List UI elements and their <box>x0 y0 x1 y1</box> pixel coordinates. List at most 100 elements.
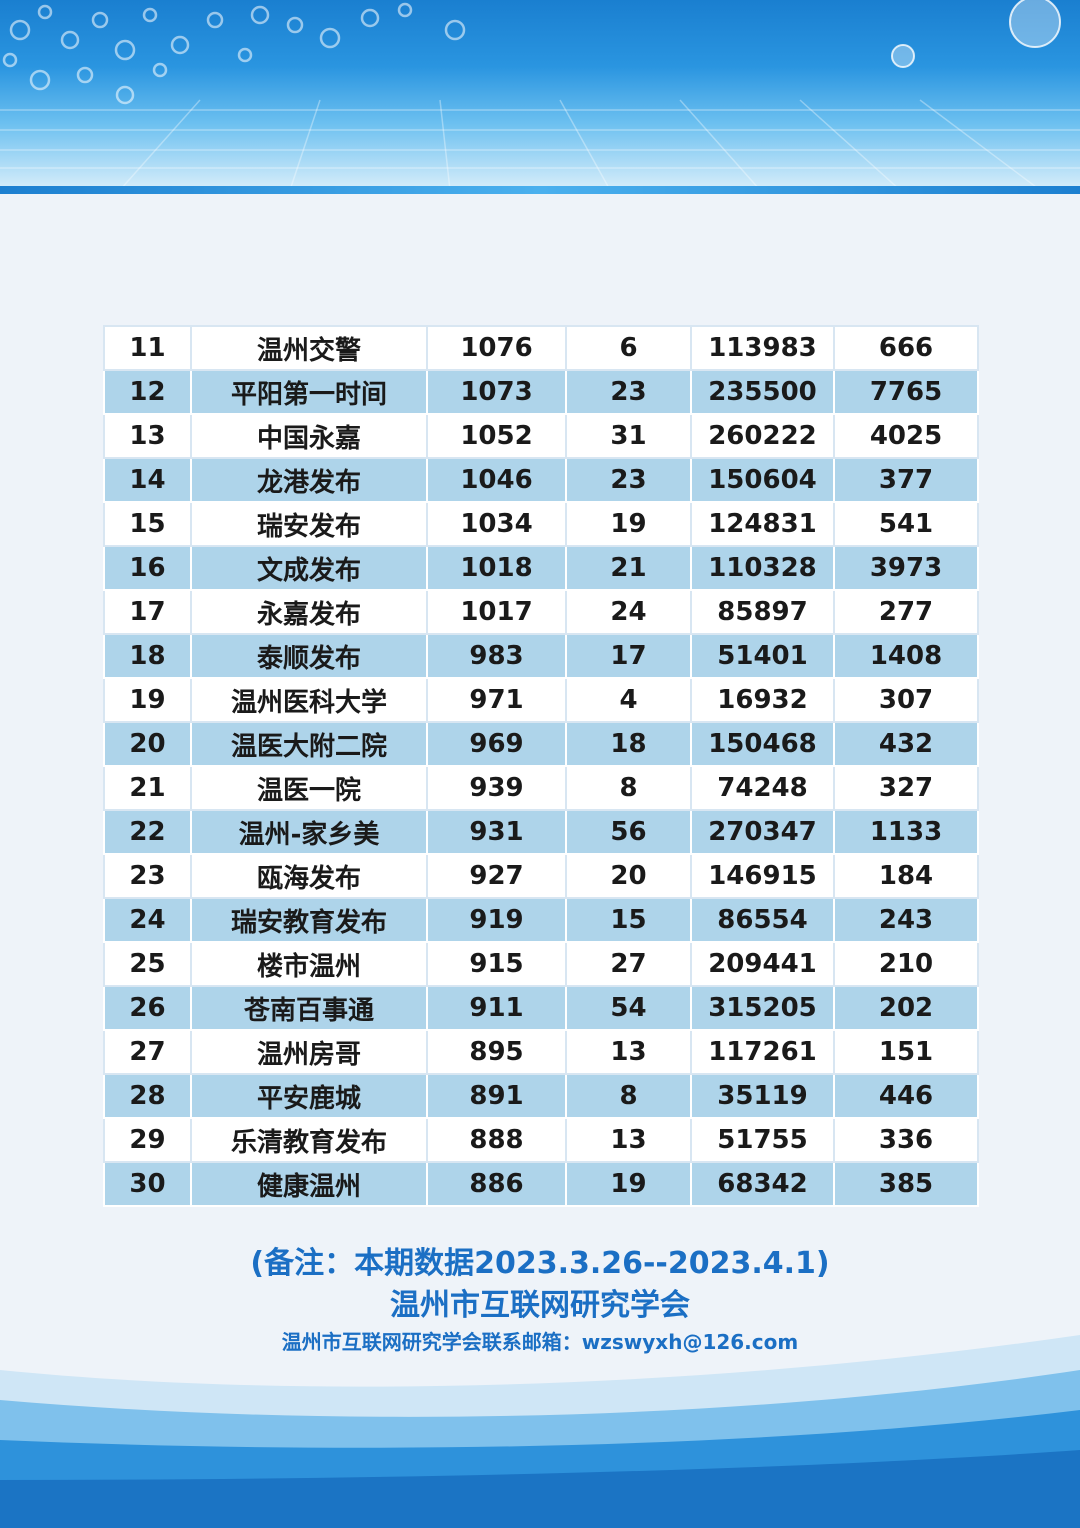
posts-cell: 15 <box>565 897 692 943</box>
likes-cell: 377 <box>833 457 979 503</box>
rank-cell: 11 <box>103 325 192 371</box>
table-row: 25 楼市温州 915 27 209441 210 <box>103 941 979 987</box>
table-row: 21 温医一院 939 8 74248 327 <box>103 765 979 811</box>
likes-cell: 666 <box>833 325 979 371</box>
table-row: 18 泰顺发布 983 17 51401 1408 <box>103 633 979 679</box>
account-name-cell: 平安鹿城 <box>190 1073 428 1119</box>
reads-cell: 113983 <box>690 325 835 371</box>
index-cell: 1052 <box>426 413 567 459</box>
likes-cell: 307 <box>833 677 979 723</box>
reads-cell: 74248 <box>690 765 835 811</box>
reads-cell: 150604 <box>690 457 835 503</box>
posts-cell: 27 <box>565 941 692 987</box>
reads-cell: 124831 <box>690 501 835 547</box>
likes-cell: 3973 <box>833 545 979 591</box>
rank-cell: 28 <box>103 1073 192 1119</box>
table-row: 19 温州医科大学 971 4 16932 307 <box>103 677 979 723</box>
posts-cell: 8 <box>565 1073 692 1119</box>
rank-cell: 26 <box>103 985 192 1031</box>
likes-cell: 385 <box>833 1161 979 1207</box>
account-name-cell: 瑞安教育发布 <box>190 897 428 943</box>
ranking-table: 11 温州交警 1076 6 113983 666 12 平阳第一时间 1073 23 235500… <box>103 325 979 1207</box>
posts-cell: 19 <box>565 1161 692 1207</box>
index-cell: 1046 <box>426 457 567 503</box>
account-name-cell: 温州医科大学 <box>190 677 428 723</box>
account-name-cell: 楼市温州 <box>190 941 428 987</box>
account-name-cell: 瓯海发布 <box>190 853 428 899</box>
index-cell: 969 <box>426 721 567 767</box>
rank-cell: 30 <box>103 1161 192 1207</box>
rank-cell: 14 <box>103 457 192 503</box>
table-row: 28 平安鹿城 891 8 35119 446 <box>103 1073 979 1119</box>
table-row: 27 温州房哥 895 13 117261 151 <box>103 1029 979 1075</box>
posts-cell: 17 <box>565 633 692 679</box>
rank-cell: 13 <box>103 413 192 459</box>
rank-cell: 22 <box>103 809 192 855</box>
table-row: 26 苍南百事通 911 54 315205 202 <box>103 985 979 1031</box>
index-cell: 911 <box>426 985 567 1031</box>
likes-cell: 7765 <box>833 369 979 415</box>
table-row: 23 瓯海发布 927 20 146915 184 <box>103 853 979 899</box>
account-name-cell: 乐清教育发布 <box>190 1117 428 1163</box>
posts-cell: 19 <box>565 501 692 547</box>
account-name-cell: 温州房哥 <box>190 1029 428 1075</box>
rank-cell: 19 <box>103 677 192 723</box>
posts-cell: 23 <box>565 369 692 415</box>
rank-cell: 21 <box>103 765 192 811</box>
contact-email: 温州市互联网研究学会联系邮箱：wzswyxh@126.com <box>281 1330 799 1354</box>
rank-cell: 27 <box>103 1029 192 1075</box>
bottom-wave-decoration <box>0 1335 1080 1528</box>
posts-cell: 31 <box>565 413 692 459</box>
index-cell: 891 <box>426 1073 567 1119</box>
index-cell: 1018 <box>426 545 567 591</box>
posts-cell: 21 <box>565 545 692 591</box>
likes-cell: 202 <box>833 985 979 1031</box>
rank-cell: 23 <box>103 853 192 899</box>
rank-cell: 15 <box>103 501 192 547</box>
index-cell: 1017 <box>426 589 567 635</box>
reads-cell: 16932 <box>690 677 835 723</box>
data-period-note: (备注：本期数据2023.3.26--2023.4.1) <box>250 1246 830 1281</box>
likes-cell: 210 <box>833 941 979 987</box>
index-cell: 1034 <box>426 501 567 547</box>
likes-cell: 327 <box>833 765 979 811</box>
index-cell: 1073 <box>426 369 567 415</box>
likes-cell: 243 <box>833 897 979 943</box>
reads-cell: 110328 <box>690 545 835 591</box>
index-cell: 888 <box>426 1117 567 1163</box>
posts-cell: 20 <box>565 853 692 899</box>
table-row: 12 平阳第一时间 1073 23 235500 7765 <box>103 369 979 415</box>
table-row: 14 龙港发布 1046 23 150604 377 <box>103 457 979 503</box>
likes-cell: 541 <box>833 501 979 547</box>
reads-cell: 260222 <box>690 413 835 459</box>
likes-cell: 1408 <box>833 633 979 679</box>
likes-cell: 151 <box>833 1029 979 1075</box>
account-name-cell: 平阳第一时间 <box>190 369 428 415</box>
rank-cell: 29 <box>103 1117 192 1163</box>
index-cell: 895 <box>426 1029 567 1075</box>
account-name-cell: 温医大附二院 <box>190 721 428 767</box>
posts-cell: 4 <box>565 677 692 723</box>
reads-cell: 51401 <box>690 633 835 679</box>
reads-cell: 235500 <box>690 369 835 415</box>
organization-name: 温州市互联网研究学会 <box>390 1288 690 1323</box>
reads-cell: 146915 <box>690 853 835 899</box>
likes-cell: 432 <box>833 721 979 767</box>
account-name-cell: 中国永嘉 <box>190 413 428 459</box>
rank-cell: 20 <box>103 721 192 767</box>
posts-cell: 13 <box>565 1117 692 1163</box>
index-cell: 931 <box>426 809 567 855</box>
reads-cell: 35119 <box>690 1073 835 1119</box>
reads-cell: 86554 <box>690 897 835 943</box>
index-cell: 919 <box>426 897 567 943</box>
likes-cell: 1133 <box>833 809 979 855</box>
index-cell: 983 <box>426 633 567 679</box>
index-cell: 939 <box>426 765 567 811</box>
index-cell: 915 <box>426 941 567 987</box>
account-name-cell: 文成发布 <box>190 545 428 591</box>
account-name-cell: 健康温州 <box>190 1161 428 1207</box>
table-row: 15 瑞安发布 1034 19 124831 541 <box>103 501 979 547</box>
header-divider <box>0 186 1080 194</box>
reads-cell: 85897 <box>690 589 835 635</box>
table-row: 16 文成发布 1018 21 110328 3973 <box>103 545 979 591</box>
